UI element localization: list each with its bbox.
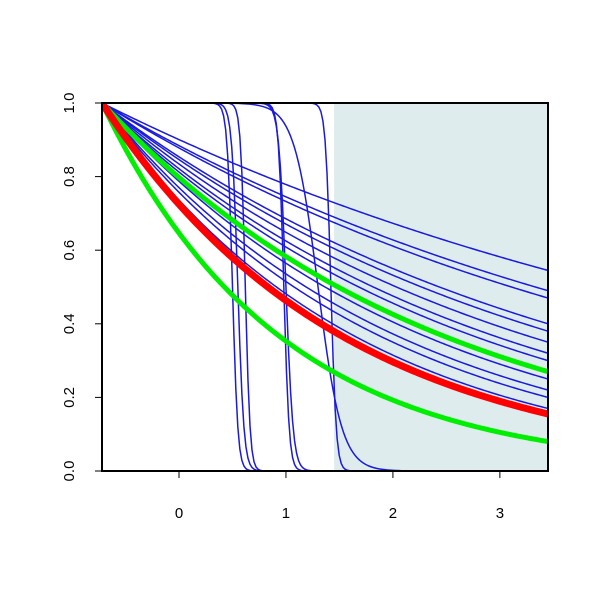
x-tick-label: 1 (282, 505, 290, 522)
series-line-4 (102, 103, 548, 325)
y-tick-label: 0.0 (61, 461, 78, 482)
series-line-1 (102, 103, 548, 272)
series-line-19 (102, 103, 548, 471)
y-tick-label: 0.2 (61, 387, 78, 408)
series-line-12 (102, 103, 548, 399)
y-tick-label: 0.6 (61, 240, 78, 261)
series-line-5 (102, 103, 548, 332)
series-line-2 (102, 103, 548, 292)
y-tick-label: 1.0 (61, 93, 78, 114)
x-axis: 0 1 2 3 (175, 471, 504, 522)
series-line-22 (102, 103, 548, 445)
y-tick-label: 0.4 (61, 313, 78, 334)
series-line-7 (102, 103, 548, 354)
series-layer (102, 103, 548, 471)
series-line-23 (102, 103, 548, 418)
series-line-8 (102, 103, 548, 362)
series-line-10 (102, 103, 548, 380)
series-line-3 (102, 103, 548, 299)
series-line-20 (102, 103, 548, 471)
plot-frame (101, 102, 549, 472)
series-line-21 (102, 103, 548, 375)
x-tick-label: 3 (496, 505, 504, 522)
series-line-11 (102, 103, 548, 391)
x-tick-label: 2 (389, 505, 397, 522)
y-axis: 0.0 0.2 0.4 0.6 0.8 1.0 (61, 93, 102, 482)
x-tick-label: 0 (175, 505, 183, 522)
y-tick-label: 0.8 (61, 166, 78, 187)
series-line-6 (102, 103, 548, 343)
